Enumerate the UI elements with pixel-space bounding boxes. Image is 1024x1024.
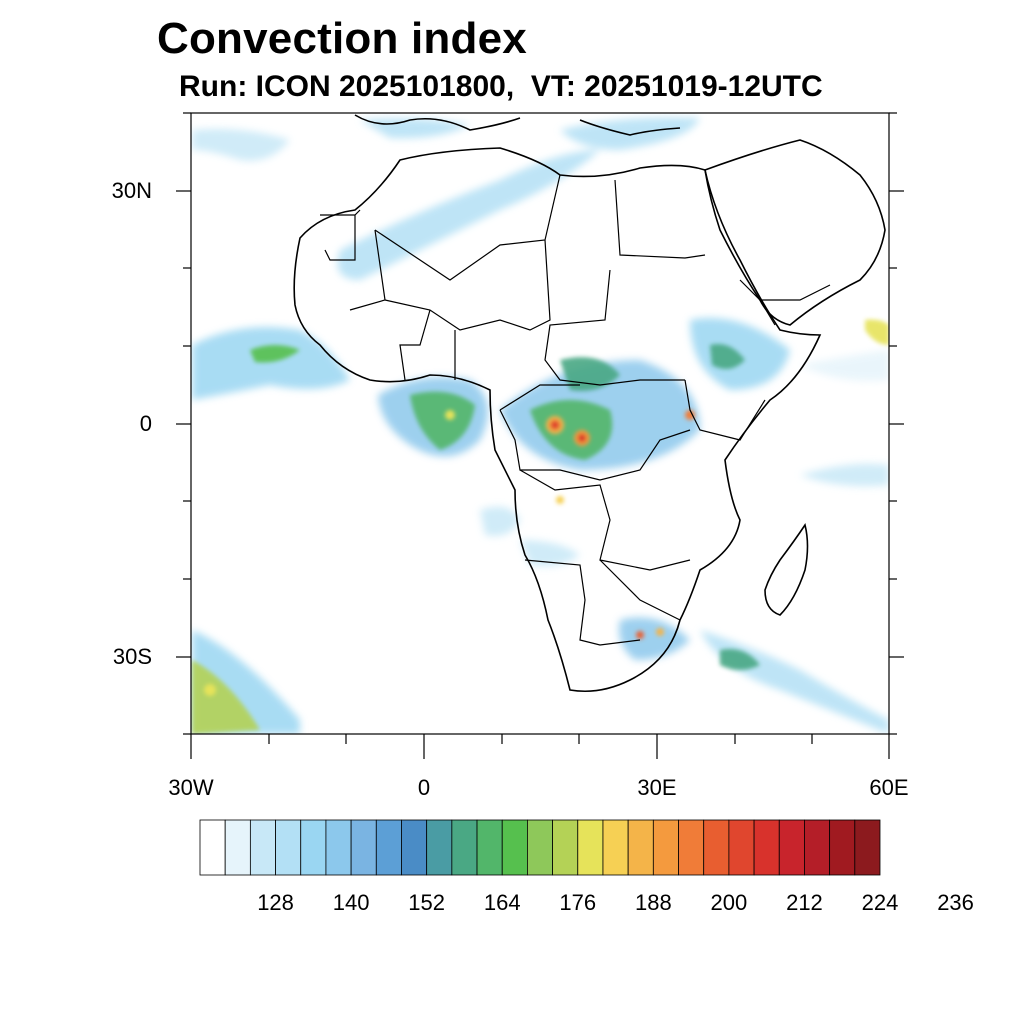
colorbar-swatch	[527, 819, 553, 876]
lon-label-30e: 30E	[637, 775, 677, 800]
colorbar-swatch	[552, 819, 579, 876]
axis-ticks	[176, 112, 904, 759]
convection-field	[192, 117, 889, 734]
colorbar-label: 164	[483, 890, 521, 915]
colorbar-swatch	[652, 819, 679, 876]
country-borders	[320, 174, 831, 646]
colorbar-swatch	[249, 819, 276, 876]
colorbar-swatch	[350, 819, 377, 876]
colorbar-swatch	[426, 819, 453, 876]
colorbar-label: 212	[786, 890, 823, 915]
colorbar-swatch	[375, 819, 402, 876]
colorbar-swatch	[778, 819, 805, 876]
colorbar-label: 188	[634, 890, 672, 915]
colorbar-swatch	[728, 819, 755, 876]
colorbar-swatch	[703, 819, 730, 876]
colorbar-swatch	[501, 819, 528, 876]
colorbar-label: 128	[257, 890, 294, 915]
lat-label-30s: 30S	[112, 644, 152, 669]
colorbar-swatch	[325, 819, 352, 876]
colorbar-label: 176	[559, 890, 597, 915]
colorbar-swatch	[753, 819, 780, 876]
colorbar-label: 224	[861, 890, 899, 915]
lon-label-30w: 30W	[168, 775, 214, 800]
colorbar-label: 140	[332, 890, 370, 915]
colorbar-label: 200	[710, 890, 748, 915]
lon-label-0: 0	[417, 775, 431, 800]
colorbar-swatch	[224, 819, 251, 876]
colorbar-swatch	[678, 819, 705, 876]
colorbar-swatch	[451, 819, 478, 876]
lon-label-60e: 60E	[869, 775, 909, 800]
colorbar-swatch	[627, 819, 654, 876]
map-title: Convection index	[157, 14, 527, 63]
run-subtitle: Run: ICON 2025101800, VT: 20251019-12UTC	[179, 70, 823, 103]
colorbar-swatch	[602, 819, 629, 876]
colorbar-swatch	[829, 819, 856, 876]
colorbar-swatch	[199, 819, 226, 876]
colorbar-swatch	[804, 819, 831, 876]
lat-label-0: 0	[139, 411, 152, 436]
colorbar-swatch	[300, 819, 327, 876]
colorbar	[199, 819, 881, 876]
colorbar-label: 236	[937, 890, 974, 915]
colorbar-swatch	[854, 819, 881, 876]
colorbar-swatch	[577, 819, 604, 876]
coastlines	[293, 114, 886, 693]
colorbar-swatch	[275, 819, 302, 876]
lat-label-30n: 30N	[111, 178, 152, 203]
colorbar-swatch	[401, 819, 428, 876]
colorbar-swatch	[476, 819, 503, 876]
colorbar-label: 152	[408, 890, 446, 915]
